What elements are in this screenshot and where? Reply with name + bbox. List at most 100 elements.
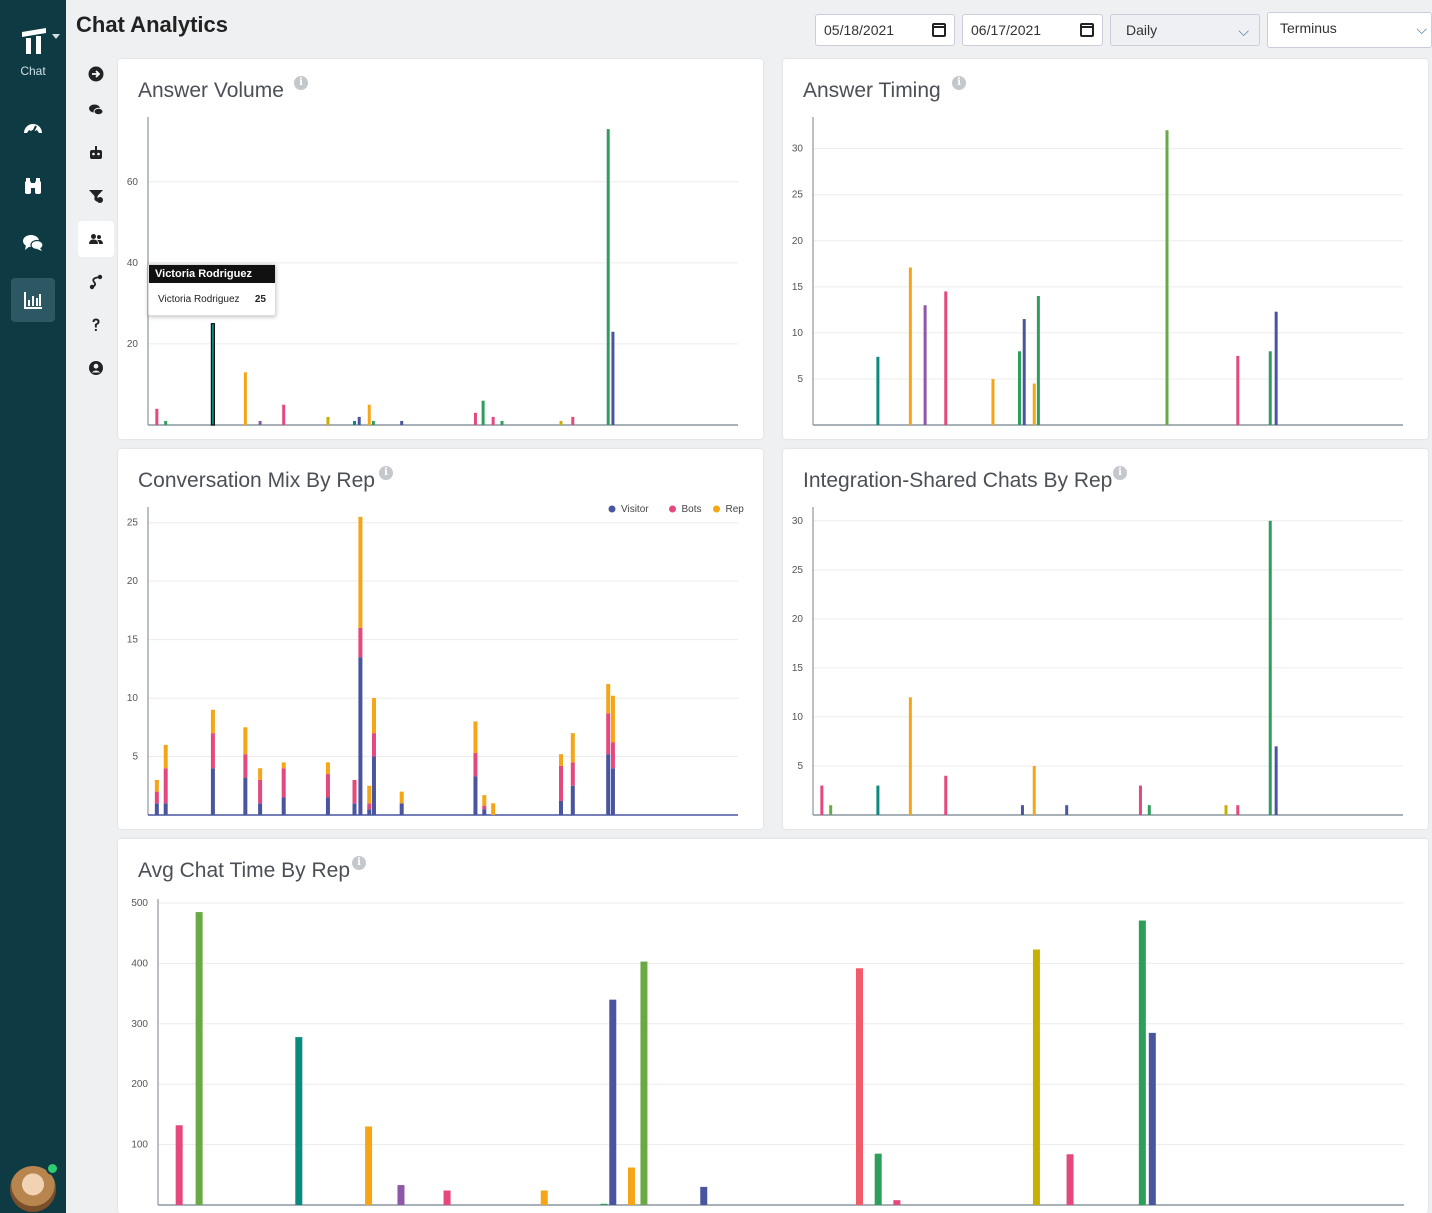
bar-segment-rep [559, 754, 563, 766]
info-icon[interactable]: i [952, 76, 966, 90]
info-icon[interactable]: i [379, 466, 393, 480]
bar-segment-rep [358, 516, 363, 628]
bar-segment-bots [325, 774, 330, 798]
subnav-routing[interactable] [78, 264, 114, 300]
bar-segment-bots [258, 779, 263, 804]
bar [1022, 319, 1026, 425]
subnav-help[interactable] [78, 307, 114, 343]
interval-value: Daily [1126, 22, 1158, 38]
nav-explore[interactable] [11, 164, 55, 208]
info-icon[interactable]: i [294, 76, 308, 90]
bar [874, 1153, 882, 1205]
interval-select[interactable]: Daily ⌵ [1110, 14, 1260, 46]
bar [371, 420, 375, 425]
users-icon [89, 234, 103, 244]
bar-segment-rep [163, 744, 168, 769]
answer-volume-chart: 20 40 60 [127, 117, 738, 426]
bar [353, 420, 356, 425]
bar-segment-rep [606, 684, 611, 714]
team-select[interactable]: Terminus ⌵ [1267, 12, 1432, 48]
card-title: Answer Volume [138, 79, 284, 102]
subnav-reps[interactable] [78, 221, 114, 257]
y-tick-label: 300 [131, 1019, 148, 1030]
bar-segment-rep [482, 795, 487, 806]
bar [1268, 351, 1272, 425]
funnel-icon [89, 190, 103, 203]
speedometer-icon [24, 124, 42, 134]
y-tick-label: 20 [127, 339, 139, 350]
end-date-input[interactable]: 06/17/2021 [962, 14, 1103, 46]
bar [1032, 949, 1040, 1205]
bar-segment-bots [371, 733, 376, 757]
bar [1020, 805, 1024, 815]
bar [1148, 1032, 1156, 1205]
info-icon[interactable]: i [1113, 466, 1127, 480]
bar [1066, 1154, 1074, 1205]
nav-dashboard[interactable] [11, 107, 55, 151]
bar-segment-visitor [154, 803, 159, 815]
y-tick-label: 25 [792, 190, 804, 201]
bar-segment-bots [210, 733, 215, 769]
y-tick-label: 15 [792, 663, 804, 674]
terminus-logo-icon[interactable] [18, 26, 50, 56]
bar-segment-visitor [473, 776, 478, 815]
bar [367, 404, 371, 425]
bar [1036, 296, 1040, 425]
bar-segment-bots [243, 754, 248, 778]
bar [1236, 355, 1240, 425]
bar [855, 968, 863, 1205]
legend-label: Rep [726, 504, 745, 515]
bar [1138, 920, 1146, 1205]
bar [944, 291, 948, 425]
bar-segment-visitor [399, 803, 404, 815]
bar [1138, 785, 1142, 815]
calendar-icon[interactable] [932, 23, 946, 37]
nav-analytics[interactable] [11, 278, 55, 322]
info-icon[interactable]: i [352, 856, 366, 870]
bar-segment-visitor [163, 803, 168, 815]
avg-chat-time-chart: 100 200 300 400 500 [131, 898, 1404, 1206]
bar-segment-rep [281, 762, 286, 769]
y-tick-label: 10 [127, 693, 139, 704]
app-label: Chat [20, 64, 46, 78]
analytics-subnav [66, 50, 118, 1213]
app-switcher-caret-icon[interactable] [52, 34, 60, 39]
subnav-profile[interactable] [78, 350, 114, 386]
bar-segment-rep [399, 791, 404, 804]
bar-segment-bots [473, 753, 478, 777]
subnav-overview[interactable] [78, 56, 114, 92]
bar [1224, 805, 1228, 815]
integration-shared-chart: 5 10 15 20 25 30 [792, 507, 1403, 816]
start-date-value: 05/18/2021 [824, 22, 895, 38]
bar-segment-bots [358, 627, 363, 658]
answer-volume-card: Answer Volume i 20 40 60 [118, 59, 763, 439]
legend-marker [608, 505, 616, 513]
bar [540, 1190, 548, 1205]
bar [1032, 383, 1036, 425]
bar [559, 420, 563, 425]
subnav-chats[interactable] [78, 92, 114, 128]
y-tick-label: 20 [792, 614, 804, 625]
bar [991, 378, 995, 425]
bar-segment-rep [371, 698, 376, 734]
calendar-icon[interactable] [1080, 23, 1094, 37]
nav-conversations[interactable] [11, 221, 55, 265]
subnav-filters[interactable] [78, 178, 114, 214]
bar-segment-visitor [325, 797, 330, 815]
bar [1236, 805, 1240, 815]
bar-segment-bots [154, 791, 159, 804]
y-tick-label: 5 [797, 761, 803, 772]
subnav-bots[interactable] [78, 135, 114, 171]
avg-chat-time-card: Avg Chat Time By Rep i 100 200 300 400 500 [118, 839, 1428, 1213]
start-date-input[interactable]: 05/18/2021 [815, 14, 955, 46]
bar [155, 408, 159, 425]
bar [944, 775, 948, 815]
conversation-mix-card: Conversation Mix By Rep i 5 10 15 20 25 Visit… [118, 449, 763, 829]
card-title: Conversation Mix By Rep [138, 469, 375, 492]
bar-segment-visitor [258, 803, 263, 815]
bar [611, 331, 615, 425]
bar-segment-visitor [210, 768, 215, 815]
bar [481, 400, 485, 425]
chevron-down-icon: ⌵ [1416, 21, 1427, 37]
main-nav: Chat [0, 0, 66, 1213]
